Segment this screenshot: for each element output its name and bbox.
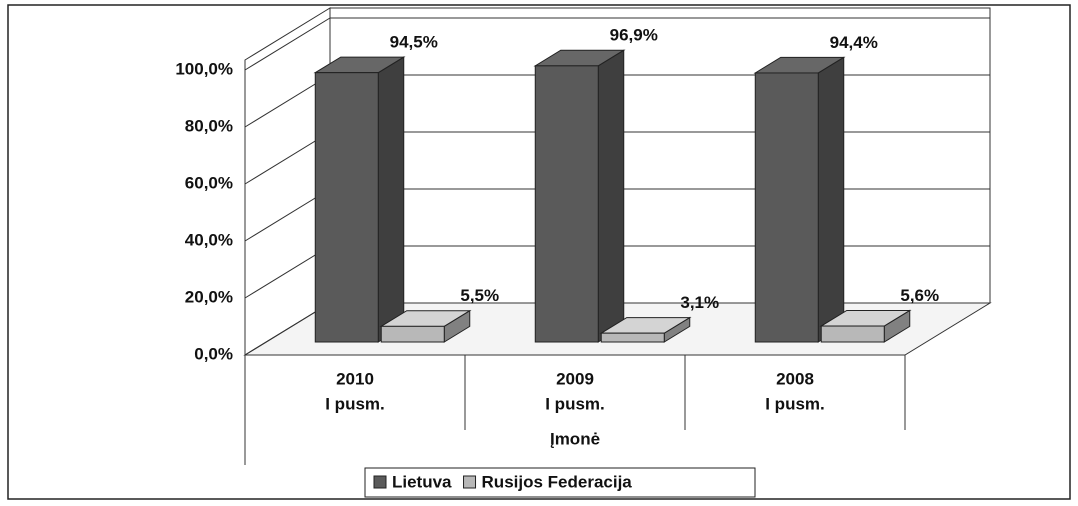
legend-label: Rusijos Federacija: [482, 472, 633, 491]
bar: [753, 56, 846, 343]
bar-front: [820, 325, 885, 343]
back-wall: [329, 7, 991, 304]
bar: [379, 309, 472, 343]
value-label: 96,9%: [610, 26, 658, 45]
y-tick-label: 20,0%: [185, 287, 233, 306]
value-label: 94,4%: [830, 33, 878, 52]
bar-side: [817, 56, 845, 343]
bar: [313, 56, 406, 343]
bar-front: [314, 72, 379, 343]
bar-front: [380, 325, 445, 343]
y-tick-label: 100,0%: [175, 59, 233, 78]
y-tick-label: 60,0%: [185, 173, 233, 192]
bar-front: [600, 332, 665, 343]
x-tick-label: 2010: [336, 369, 374, 388]
grid-line: [244, 17, 990, 71]
bar-front: [534, 65, 599, 343]
bar-side: [377, 56, 405, 343]
value-label: 5,6%: [900, 286, 939, 305]
legend: Lietuva Rusijos Federacija: [364, 467, 756, 498]
bar: [599, 316, 692, 343]
bar: [819, 309, 912, 343]
x-tick-label: I pusm.: [325, 394, 385, 413]
x-tick-label: I pusm.: [765, 394, 825, 413]
value-label: 94,5%: [390, 33, 438, 52]
legend-label: Lietuva: [392, 472, 452, 491]
x-tick-label: 2009: [556, 369, 594, 388]
bar: [533, 49, 626, 343]
value-label: 3,1%: [680, 293, 719, 312]
x-tick-label: 2008: [776, 369, 814, 388]
legend-swatch: [373, 475, 387, 489]
bar-side: [597, 49, 625, 343]
x-axis-label: Įmonė: [550, 429, 600, 448]
value-label: 5,5%: [460, 286, 499, 305]
legend-box: [364, 467, 756, 498]
x-tick-label: I pusm.: [545, 394, 605, 413]
y-tick-label: 40,0%: [185, 230, 233, 249]
y-tick-label: 0,0%: [194, 344, 233, 363]
bar-front: [754, 72, 819, 343]
legend-swatch: [463, 475, 477, 489]
y-tick-label: 80,0%: [185, 116, 233, 135]
